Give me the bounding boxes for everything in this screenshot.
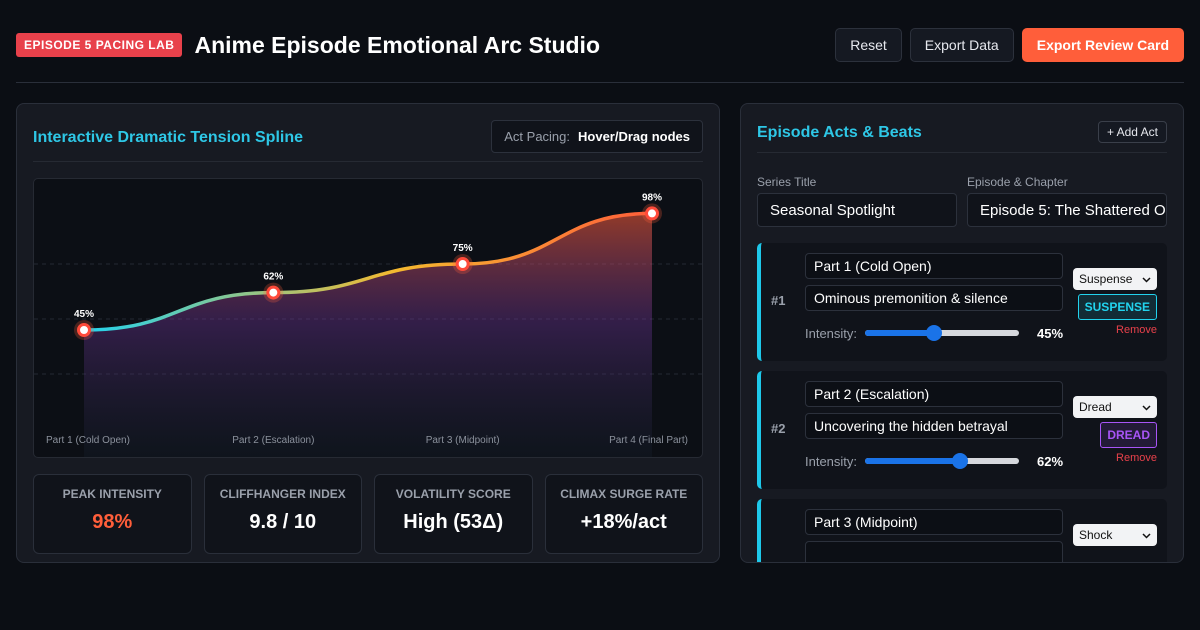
intensity-value: 45% [1037,326,1064,341]
acts-panel-title: Episode Acts & Beats [757,124,922,141]
act-number: #1 [771,293,786,308]
act-pacing-control[interactable]: Act Pacing: Hover/Drag nodes [491,120,703,153]
app-title: Anime Episode Emotional Arc Studio [194,31,600,58]
episode-chapter-input[interactable]: Episode 5: The Shattered O [967,193,1167,227]
panel-divider [33,161,703,162]
intensity-value: 62% [1037,454,1064,469]
data-point-label: 75% [453,243,473,254]
data-point-node[interactable] [645,206,659,221]
intensity-slider-fill [865,330,935,336]
mood-select-value: Suspense [1079,272,1133,286]
stat-value: 9.8 / 10 [249,511,317,533]
chevron-down-icon [1142,272,1151,286]
stat-label: CLIMAX SURGE RATE [560,487,688,501]
stat-volatility-score: VOLATILITY SCORE High (53Δ) [374,474,533,554]
mood-badge: SUSPENSE [1077,294,1157,320]
stat-label: CLIFFHANGER INDEX [219,487,346,501]
data-point-node[interactable] [455,257,470,271]
data-point-label: 45% [74,309,94,320]
intensity-label: Intensity: [805,454,858,469]
remove-act-link[interactable]: Remove [1116,324,1157,336]
stat-cliffhanger-index: CLIFFHANGER INDEX 9.8 / 10 [203,474,362,554]
act-card: #2 Part 2 (Escalation) Uncovering the hi… [757,371,1167,489]
pacing-label: Act Pacing: [504,129,571,144]
app-header: EPISODE 5 PACING LAB Anime Episode Emoti… [16,28,1184,62]
act-name-input[interactable]: Part 3 (Midpoint) [805,509,1063,535]
x-axis-category-label: Part 2 (Escalation) [232,435,314,446]
act-number: #2 [771,421,786,436]
mood-badge: DREAD [1100,422,1157,448]
stat-value: High (53Δ) [403,511,504,533]
data-point-node[interactable] [266,285,281,300]
chevron-down-icon [1142,400,1151,414]
x-axis-category-label: Part 1 (Cold Open) [46,435,130,446]
act-beat-input[interactable]: Ominous premonition & silence [805,285,1063,311]
intensity-slider[interactable] [865,325,1019,341]
stats-row: PEAK INTENSITY 98% CLIFFHANGER INDEX 9.8… [33,474,703,554]
stat-label: VOLATILITY SCORE [395,487,511,501]
mood-select[interactable]: Suspense [1073,268,1157,290]
tension-chart[interactable]: 45% Part 1 (Cold Open) 62% Part 2 (Escalati… [33,178,703,458]
act-card: #1 Part 1 (Cold Open) Ominous premonitio… [757,243,1167,361]
intensity-slider-thumb[interactable] [926,325,943,341]
stat-label: PEAK INTENSITY [62,487,162,501]
data-point-label: 62% [263,272,283,283]
tension-spline-panel: Interactive Dramatic Tension Spline Act … [16,103,720,563]
stat-climax-surge-rate: CLIMAX SURGE RATE +18%/act [544,474,703,554]
series-title-label: Series Title [757,175,817,189]
reset-button[interactable]: Reset [835,28,902,62]
series-title-input[interactable]: Seasonal Spotlight [757,193,957,227]
act-name-input[interactable]: Part 1 (Cold Open) [805,253,1063,279]
stat-value: 98% [92,511,133,533]
stat-peak-intensity: PEAK INTENSITY 98% [33,474,192,554]
intensity-slider[interactable] [865,453,1019,469]
intensity-slider-fill [865,458,961,464]
add-act-button[interactable]: + Add Act [1097,121,1167,143]
remove-act-link[interactable]: Remove [1116,452,1157,464]
mood-select[interactable]: Dread [1073,396,1157,418]
episode-badge: EPISODE 5 PACING LAB [16,33,183,57]
mood-select-value: Dread [1079,400,1112,414]
x-axis-category-label: Part 4 (Final Part) [609,435,688,446]
tension-line [83,211,653,332]
export-review-card-button[interactable]: Export Review Card [1021,28,1184,62]
x-axis-category-label: Part 3 (Midpoint) [426,435,500,446]
data-point-node[interactable] [77,323,91,337]
pacing-value: Hover/Drag nodes [578,129,690,144]
spline-panel-title: Interactive Dramatic Tension Spline [33,129,304,146]
episode-chapter-label: Episode & Chapter [967,175,1068,189]
header-divider [16,82,1184,83]
intensity-slider-thumb[interactable] [952,453,969,469]
acts-beats-panel: Episode Acts & Beats + Add Act Series Ti… [740,103,1184,563]
stat-value: +18%/act [580,511,667,533]
tension-area [84,213,652,457]
act-beat-input[interactable]: Uncovering the hidden betrayal [805,413,1063,439]
tension-chart-svg[interactable]: 45% Part 1 (Cold Open) 62% Part 2 (Escalati… [34,179,702,457]
panel-divider [757,152,1167,153]
data-point-label: 98% [642,192,662,203]
act-beat-input[interactable] [805,541,1063,562]
act-card: Part 3 (Midpoint) Shock [757,499,1167,562]
mood-select[interactable]: Shock [1073,524,1157,546]
export-data-button[interactable]: Export Data [909,28,1014,62]
intensity-label: Intensity: [805,326,858,341]
mood-select-value: Shock [1079,528,1113,542]
header-actions: Reset Export Data Export Review Card [835,28,1184,62]
chevron-down-icon [1142,528,1151,542]
act-name-input[interactable]: Part 2 (Escalation) [805,381,1063,407]
